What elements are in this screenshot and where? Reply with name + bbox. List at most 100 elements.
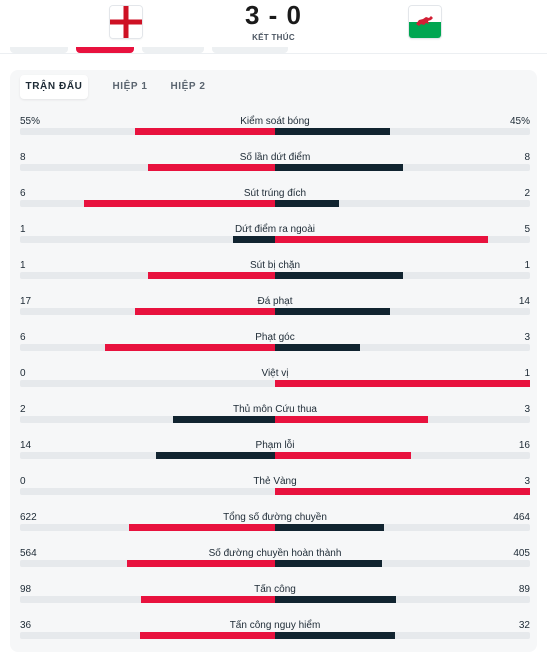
stat-bar-track [20, 200, 530, 207]
stat-bar-track [20, 596, 530, 603]
stat-row: 6 Sút trúng đích 2 [20, 188, 530, 224]
stat-home-value: 622 [20, 512, 37, 523]
stat-away-value: 45% [509, 116, 530, 127]
stat-home-bar [135, 308, 275, 315]
stat-away-value: 8 [524, 152, 530, 163]
stat-away-bar [275, 452, 411, 459]
stat-bar-track [20, 236, 530, 243]
stat-row: 1 Dứt điểm ra ngoài 5 [20, 224, 530, 260]
stat-away-value: 16 [518, 440, 530, 451]
stat-away-value: 3 [524, 332, 530, 343]
subnav-tab-1[interactable] [10, 47, 68, 53]
stat-away-bar [275, 632, 395, 639]
stat-home-value: 98 [20, 584, 32, 595]
stat-name: Sút bị chặn [249, 260, 301, 271]
subnav-tab-4[interactable] [212, 47, 288, 53]
stat-away-bar [275, 200, 339, 207]
stat-away-value: 32 [518, 620, 530, 631]
stat-row: 14 Phạm lỗi 16 [20, 440, 530, 476]
stat-home-bar [147, 164, 275, 171]
stat-away-bar [275, 308, 391, 315]
stat-name: Phạm lỗi [255, 440, 295, 451]
stat-home-bar [232, 236, 275, 243]
stat-home-value: 14 [20, 440, 32, 451]
tab-second-half[interactable]: HIỆP 2 [170, 81, 206, 92]
stat-home-value: 36 [20, 620, 32, 631]
stat-home-bar [147, 272, 275, 279]
stat-bar-track [20, 416, 530, 423]
stat-home-value: 0 [20, 476, 26, 487]
stat-name: Việt vị [261, 368, 289, 379]
stat-name: Dứt điểm ra ngoài [234, 224, 316, 235]
stat-away-bar [275, 524, 384, 531]
stat-away-bar [275, 416, 428, 423]
stat-name: Tấn công nguy hiểm [229, 620, 321, 631]
stat-row: 6 Phạt góc 3 [20, 332, 530, 368]
header-divider [0, 53, 547, 54]
subnav-tab-3[interactable] [142, 47, 204, 53]
stat-row: 2 Thủ môn Cứu thua 3 [20, 404, 530, 440]
stat-name: Phạt góc [255, 332, 295, 343]
stat-name: Số lần dứt điểm [239, 152, 311, 163]
wales-flag-icon[interactable] [409, 6, 441, 38]
match-header: 3 - 0 KẾT THÚC [0, 0, 547, 50]
match-score: 3 - 0 [244, 0, 303, 30]
stat-home-value: 2 [20, 404, 26, 415]
stat-home-bar [83, 200, 275, 207]
stat-row: 622 Tổng số đường chuyền 464 [20, 512, 530, 548]
stat-home-bar [156, 452, 275, 459]
tab-first-half[interactable]: HIỆP 1 [112, 81, 148, 92]
stat-home-value: 55% [20, 116, 41, 127]
stat-name: Đá phạt [257, 296, 293, 307]
stat-home-value: 6 [20, 332, 26, 343]
stat-away-bar [275, 380, 530, 387]
stat-away-value: 2 [524, 188, 530, 199]
stat-away-bar [275, 344, 360, 351]
stat-away-bar [275, 128, 390, 135]
stat-home-value: 1 [20, 224, 26, 235]
stat-name: Số đường chuyền hoàn thành [208, 548, 342, 559]
stat-row: 0 Thẻ Vàng 3 [20, 476, 530, 512]
match-status: KẾT THÚC [252, 33, 295, 42]
stat-name: Tấn công [254, 584, 296, 595]
stat-name: Sút trúng đích [243, 188, 307, 199]
stat-home-value: 6 [20, 188, 26, 199]
stat-row: 8 Số lần dứt điểm 8 [20, 152, 530, 188]
stat-home-value: 8 [20, 152, 26, 163]
stat-row: 17 Đá phạt 14 [20, 296, 530, 332]
stat-away-bar [275, 560, 382, 567]
stat-bar-track [20, 488, 530, 495]
subnav-tab-stats-active[interactable] [76, 47, 134, 53]
stat-home-bar [140, 632, 275, 639]
stat-away-value: 3 [524, 404, 530, 415]
stat-away-value: 89 [518, 584, 530, 595]
stat-bar-track [20, 344, 530, 351]
stat-away-value: 14 [518, 296, 530, 307]
stat-home-bar [105, 344, 275, 351]
stat-name: Tổng số đường chuyền [223, 512, 327, 523]
stat-home-bar [126, 560, 275, 567]
stat-bar-track [20, 164, 530, 171]
stat-bar-track [20, 452, 530, 459]
stat-bar-track [20, 308, 530, 315]
stat-home-bar [128, 524, 275, 531]
stat-away-value: 464 [513, 512, 530, 523]
stat-away-value: 3 [524, 476, 530, 487]
stat-row: 36 Tấn công nguy hiểm 32 [20, 620, 530, 656]
england-flag-icon[interactable] [110, 6, 142, 38]
stat-bar-track [20, 272, 530, 279]
tab-match[interactable]: TRẬN ĐẤU [20, 75, 88, 99]
stat-home-bar [134, 128, 275, 135]
stat-home-value: 0 [20, 368, 26, 379]
stat-bar-track [20, 560, 530, 567]
stat-name: Thủ môn Cứu thua [233, 404, 317, 415]
stat-away-bar [275, 236, 488, 243]
stat-row: 0 Việt vị 1 [20, 368, 530, 404]
stat-bar-track [20, 128, 530, 135]
stat-away-value: 405 [513, 548, 530, 559]
stat-away-bar [275, 596, 397, 603]
stat-home-bar [173, 416, 275, 423]
stat-home-value: 1 [20, 260, 26, 271]
stat-home-value: 564 [20, 548, 37, 559]
stat-home-bar [141, 596, 275, 603]
